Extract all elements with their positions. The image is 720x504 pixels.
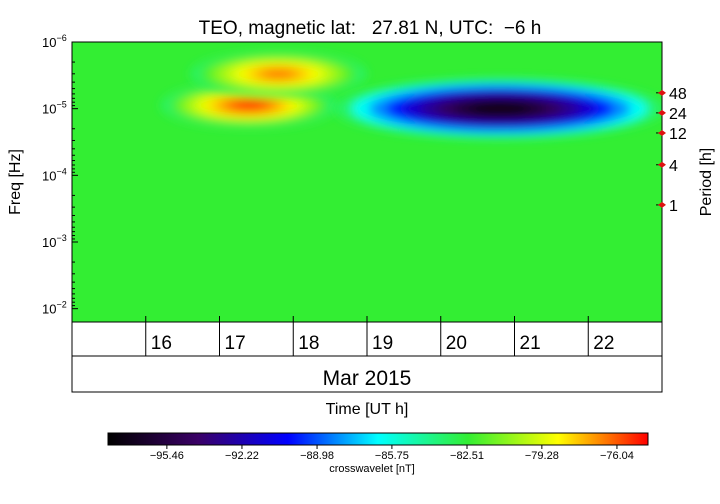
time-axis-label: Time [UT h] [326, 401, 409, 418]
period-tick-label: 24 [669, 106, 687, 123]
colorbar-tick-label: −76.04 [600, 450, 634, 462]
freq-axis-label: Freq [Hz] [7, 149, 24, 215]
day-label: 19 [372, 333, 393, 354]
day-label: 18 [298, 333, 319, 354]
period-axis-label: Period [h] [698, 148, 715, 216]
colorbar-tick-label: −95.46 [150, 450, 184, 462]
day-label: 16 [151, 333, 172, 354]
day-label: 17 [225, 333, 246, 354]
period-tick-label: 48 [669, 86, 687, 103]
freq-tick-label: 10−2 [42, 300, 67, 317]
colorbar-tick-label: −82.51 [450, 450, 484, 462]
freq-tick-label: 10−4 [42, 166, 67, 183]
heatmap-feature-2 [191, 52, 367, 96]
colorbar-tick-label: −88.98 [300, 450, 334, 462]
colorbar-tick-label: −79.28 [525, 450, 559, 462]
colorbar [108, 433, 648, 445]
colorbar-tick-label: −85.75 [375, 450, 409, 462]
heatmap-feature-3 [335, 79, 665, 139]
freq-tick-label: 10−5 [42, 100, 67, 117]
day-label: 20 [446, 333, 467, 354]
freq-tick-label: 10−3 [42, 233, 67, 250]
colorbar-label: crosswavelet [nT] [329, 463, 415, 475]
chart-title: TEO, magnetic lat: 27.81 N, UTC: −6 h [199, 18, 542, 39]
day-label: 21 [520, 333, 541, 354]
colorbar-tick-label: −92.22 [225, 450, 259, 462]
period-tick-label: 4 [669, 158, 678, 175]
freq-tick-label: 10−6 [42, 33, 67, 50]
month-label: Mar 2015 [323, 367, 412, 390]
colorbar-ticks: −95.46 −92.22 −88.98 −85.75 −82.51 −79.28 −76.… [150, 445, 634, 462]
heatmap-area [72, 42, 665, 322]
day-label: 22 [593, 333, 614, 354]
period-tick-label: 12 [669, 126, 687, 143]
period-tick-label: 1 [669, 198, 678, 215]
